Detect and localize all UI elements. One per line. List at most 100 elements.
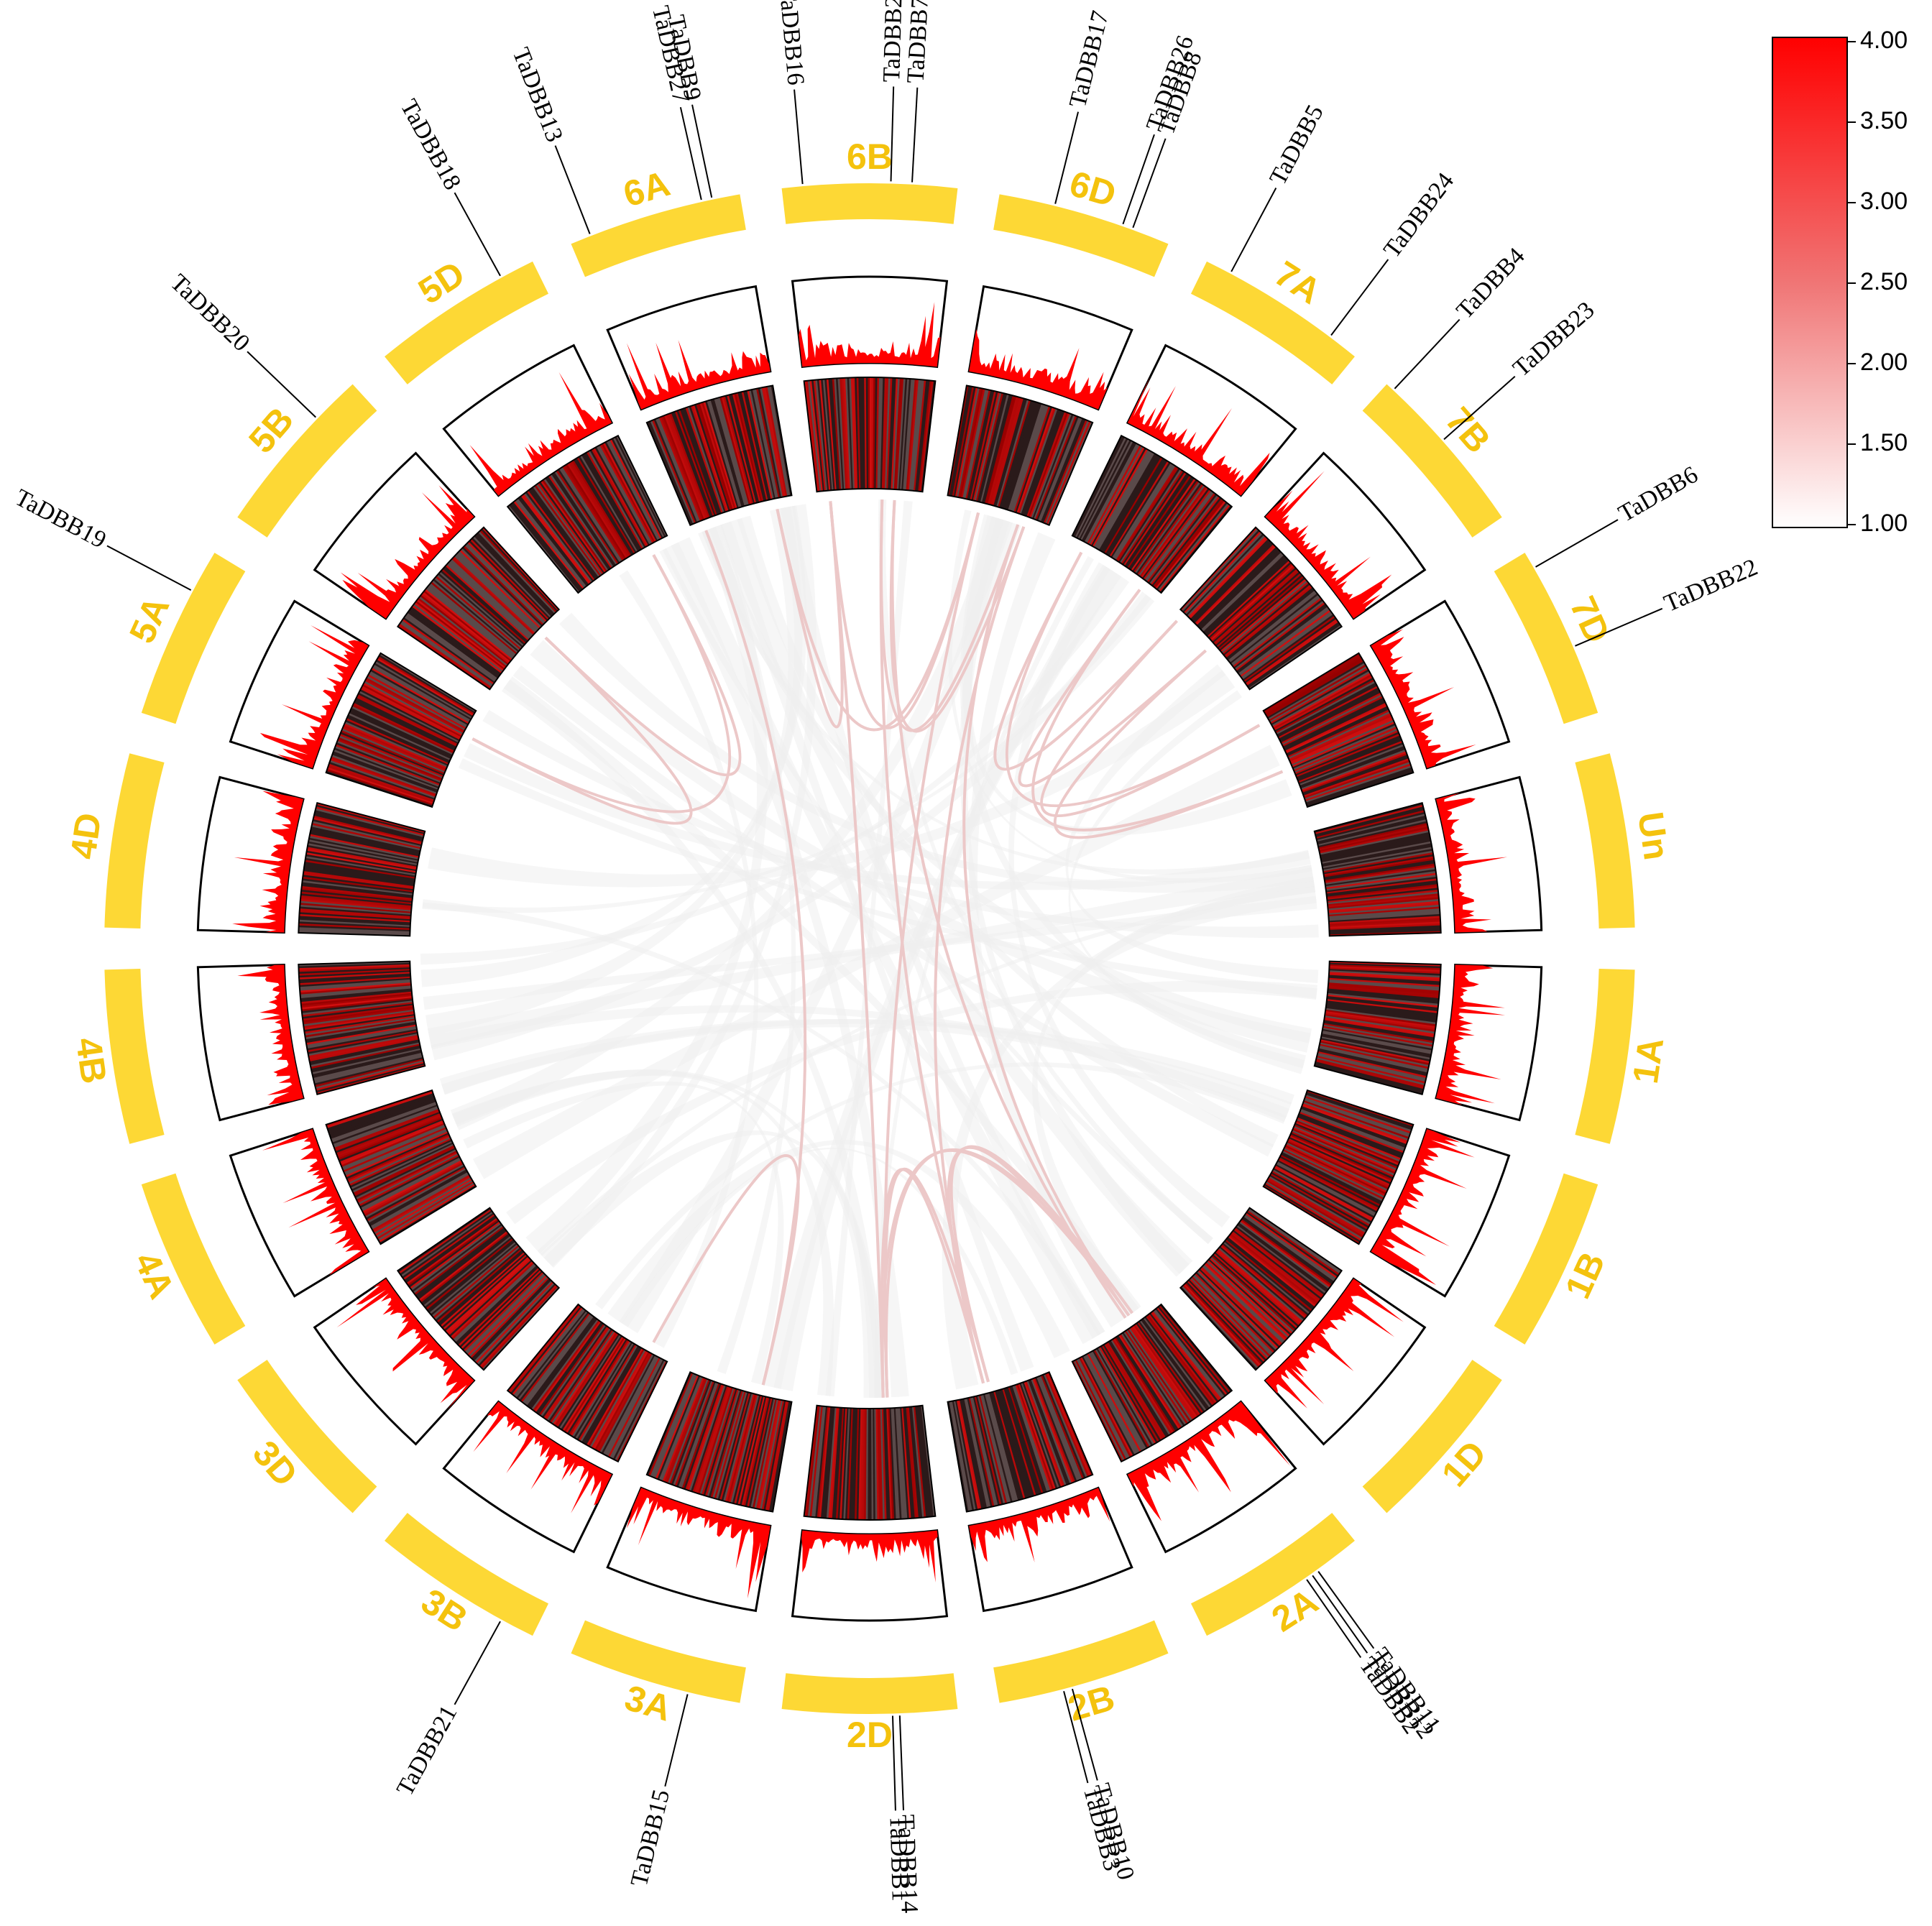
heatmap-cell bbox=[667, 1378, 709, 1484]
heatmap-cell bbox=[1038, 417, 1081, 522]
heatmap-cell bbox=[1021, 1382, 1062, 1488]
heatmap-cell bbox=[1328, 893, 1439, 906]
heatmap-cell bbox=[526, 1316, 595, 1407]
duplication-link bbox=[1005, 551, 1261, 808]
heatmap-cell bbox=[1225, 586, 1313, 658]
heatmap-cell bbox=[1135, 1322, 1202, 1415]
heatmap-cell bbox=[448, 1259, 533, 1337]
heatmap-cell bbox=[653, 1374, 698, 1479]
heatmap-cell bbox=[767, 386, 789, 497]
heatmap-cell bbox=[420, 593, 510, 664]
heatmap-cell bbox=[960, 1399, 985, 1509]
heatmap-cell bbox=[1212, 567, 1297, 643]
heatmap-cell bbox=[1264, 1182, 1362, 1242]
density-frame bbox=[1369, 599, 1511, 770]
heatmap-cell bbox=[1300, 746, 1405, 788]
heatmap-cell bbox=[1153, 498, 1224, 588]
heatmap-cell bbox=[1132, 479, 1198, 572]
heatmap-cell bbox=[1232, 1230, 1322, 1300]
heatmap-cell bbox=[535, 1322, 602, 1414]
chromosome-1A bbox=[1575, 969, 1635, 1144]
heatmap-cell bbox=[1141, 488, 1210, 579]
gene-marker-line bbox=[794, 89, 804, 185]
heatmap-cell bbox=[312, 1049, 422, 1077]
heatmap-cell bbox=[1084, 443, 1139, 543]
heatmap-cell bbox=[688, 1384, 726, 1492]
heatmap-cell bbox=[433, 1245, 520, 1320]
heatmap-cell bbox=[480, 1285, 558, 1369]
heatmap-cell bbox=[522, 493, 592, 584]
heatmap-cell bbox=[596, 1352, 651, 1452]
heatmap-cell bbox=[441, 568, 527, 645]
heatmap-cell bbox=[313, 813, 423, 842]
heatmap-cell bbox=[300, 992, 413, 1006]
heatmap-frame bbox=[645, 384, 793, 527]
heatmap-cell bbox=[737, 1396, 765, 1506]
heatmap-cell bbox=[305, 1019, 416, 1040]
heatmap-cell bbox=[1241, 612, 1334, 680]
heatmap-cell bbox=[304, 862, 415, 882]
heatmap-cell bbox=[417, 1229, 507, 1300]
heatmap-cell bbox=[1030, 1378, 1072, 1484]
heatmap-cell bbox=[332, 1105, 438, 1146]
heatmap-cell bbox=[899, 1407, 909, 1519]
heatmap-cell bbox=[315, 809, 424, 839]
heatmap-cell bbox=[1324, 860, 1435, 880]
heatmap-cell bbox=[911, 379, 925, 491]
heatmap-cell bbox=[368, 672, 467, 728]
heatmap-cell bbox=[1327, 991, 1439, 1005]
heatmap-cell bbox=[1126, 1329, 1192, 1423]
heatmap-cell bbox=[978, 1395, 1008, 1504]
heatmap-cell bbox=[1146, 492, 1215, 582]
duplication-link bbox=[1031, 589, 1284, 831]
heatmap-cell bbox=[349, 709, 452, 758]
chromosome-7B bbox=[1362, 384, 1502, 538]
heatmap-cell bbox=[648, 1372, 694, 1477]
heatmap-cell bbox=[1108, 1341, 1168, 1438]
gene-label: TaDBB5 bbox=[1264, 101, 1328, 190]
heatmap-cell bbox=[1276, 681, 1376, 735]
heatmap-cell bbox=[298, 962, 410, 969]
heatmap-cell bbox=[307, 1030, 418, 1053]
heatmap-cell bbox=[400, 1211, 494, 1277]
heatmap-cell bbox=[1328, 977, 1440, 987]
density-frame bbox=[1264, 1277, 1427, 1446]
heatmap-cell bbox=[768, 1401, 791, 1512]
heatmap-cell bbox=[1289, 1134, 1393, 1181]
heatmap-cell bbox=[364, 1164, 464, 1218]
heatmap-cell bbox=[1123, 471, 1187, 566]
heatmap-cell bbox=[673, 411, 714, 517]
heatmap-cell bbox=[664, 415, 707, 520]
heatmap-cell bbox=[1184, 532, 1264, 615]
heatmap-cell bbox=[854, 1408, 860, 1520]
heatmap-cell bbox=[1035, 415, 1077, 520]
heatmap-cell bbox=[702, 402, 737, 510]
heatmap-frame bbox=[325, 652, 477, 808]
heatmap-cell bbox=[1097, 1347, 1155, 1445]
heatmap-cell bbox=[712, 398, 745, 507]
heatmap-cell bbox=[1226, 1237, 1315, 1309]
heatmap-cell bbox=[509, 504, 581, 592]
heatmap-cell bbox=[747, 390, 773, 499]
heatmap-cell bbox=[1210, 1256, 1294, 1333]
heatmap-cell bbox=[299, 911, 411, 921]
heatmap-cell bbox=[753, 1399, 778, 1509]
heatmap-cell bbox=[690, 1385, 727, 1492]
heatmap-cell bbox=[1034, 415, 1076, 520]
heatmap-cell bbox=[732, 1395, 761, 1504]
density-histogram bbox=[469, 372, 612, 496]
heatmap-cell bbox=[328, 761, 436, 800]
heatmap-cell bbox=[685, 407, 724, 514]
heatmap-cell bbox=[1320, 1038, 1430, 1062]
heatmap-cell bbox=[1075, 1358, 1128, 1460]
density-frame bbox=[313, 451, 476, 620]
heatmap-cell bbox=[1268, 663, 1366, 721]
heatmap-cell bbox=[358, 692, 459, 745]
heatmap-cell bbox=[658, 416, 702, 522]
heatmap-cell bbox=[1103, 456, 1162, 553]
heatmap-cell bbox=[436, 1248, 523, 1323]
heatmap-cell bbox=[374, 662, 472, 720]
heatmap-frame bbox=[1262, 652, 1414, 808]
heatmap-cell bbox=[1274, 676, 1374, 731]
heatmap-cell bbox=[727, 395, 757, 504]
